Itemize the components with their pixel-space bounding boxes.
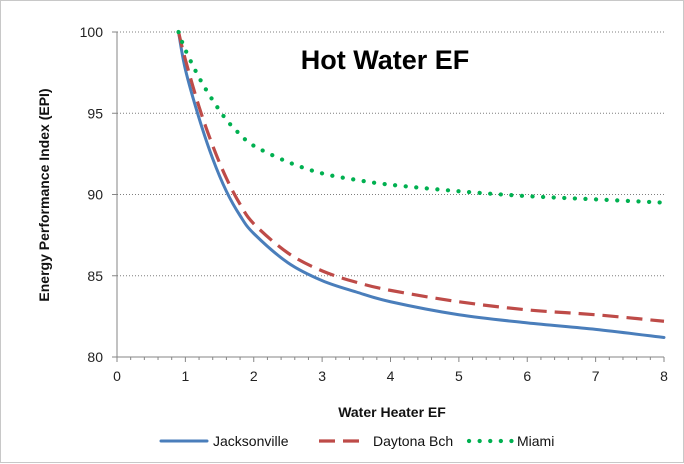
x-tick-label-3: 3 [318, 368, 326, 384]
y-tick-label-95: 95 [87, 105, 103, 121]
x-tick-label-7: 7 [592, 368, 600, 384]
x-axis-title: Water Heater EF [338, 404, 446, 420]
y-tick-label-85: 85 [87, 268, 103, 284]
chart-title: Hot Water EF [301, 45, 470, 75]
x-tick-label-4: 4 [387, 368, 395, 384]
series-line-jacksonville [177, 30, 666, 339]
legend: Jacksonville Daytona Bch Miami [159, 433, 554, 449]
y-axis-title: Energy Performance Index (EPI) [36, 88, 52, 301]
series-line-daytona-bch [176, 31, 665, 323]
grid-lines [117, 31, 664, 277]
y-tick-label-100: 100 [80, 24, 104, 40]
axes [112, 31, 665, 362]
series-line-miami [176, 29, 667, 205]
x-tick-label-0: 0 [113, 368, 121, 384]
x-tick-label-5: 5 [455, 368, 463, 384]
y-tick-label-80: 80 [87, 349, 103, 365]
x-tick-label-8: 8 [660, 368, 668, 384]
x-tick-label-6: 6 [523, 368, 531, 384]
legend-label-jacksonville: Jacksonville [213, 433, 289, 449]
legend-label-daytona-bch: Daytona Bch [373, 433, 453, 449]
x-tick-label-1: 1 [181, 368, 189, 384]
series-lines [176, 29, 667, 339]
tick-labels: 80 85 90 95 100 0 1 2 3 4 5 6 7 8 [80, 24, 668, 384]
legend-label-miami: Miami [517, 433, 554, 449]
x-tick-label-2: 2 [250, 368, 258, 384]
y-tick-label-90: 90 [87, 187, 103, 203]
